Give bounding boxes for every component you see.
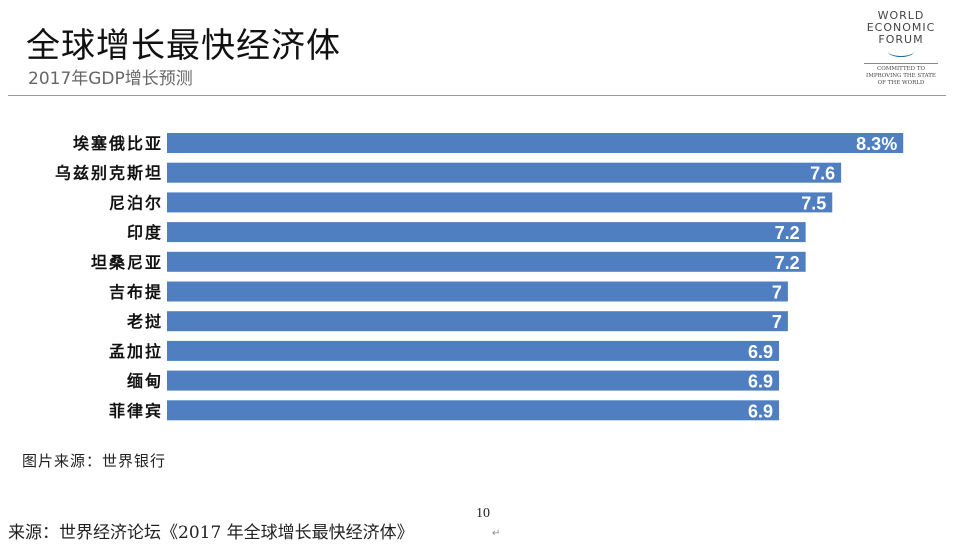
data-label: 7.2 (775, 223, 800, 243)
tagline-line: IMPROVING THE STATE (866, 73, 936, 79)
bar-3 (167, 222, 806, 243)
page-title: 全球增长最快经济体 (26, 26, 341, 66)
data-label: 7.2 (775, 253, 800, 273)
header-divider (8, 95, 946, 96)
bar-1 (167, 162, 842, 183)
data-label: 6.9 (748, 342, 773, 362)
category-label: 尼泊尔 (109, 193, 163, 212)
data-label: 6.9 (748, 372, 773, 392)
bar-6 (167, 311, 788, 332)
logo-line: ECONOMIC (866, 21, 936, 34)
logo-line: FORUM (878, 33, 924, 46)
logo-arc-icon (888, 46, 914, 57)
bar-2 (167, 192, 833, 213)
category-label: 缅甸 (127, 372, 163, 391)
category-label: 乌兹别克斯坦 (55, 164, 163, 183)
category-label: 菲律宾 (109, 401, 163, 420)
page-number: 10 (476, 506, 490, 521)
logo-tagline: COMMITTED TO IMPROVING THE STATE OF THE … (860, 66, 942, 87)
data-label: 7.6 (810, 164, 835, 184)
category-label: 埃塞俄比亚 (73, 134, 163, 153)
page-subtitle: 2017年GDP增长预测 (28, 69, 193, 89)
logo-name: WORLD ECONOMIC FORUM (860, 10, 942, 46)
data-label: 6.9 (748, 401, 773, 421)
tagline-line: OF THE WORLD (877, 80, 925, 86)
data-label: 7 (772, 283, 782, 303)
category-label: 印度 (127, 223, 163, 242)
bar-7 (167, 340, 780, 361)
category-label: 老挝 (126, 312, 163, 331)
data-label: 7 (772, 312, 782, 332)
bar-4 (167, 251, 806, 272)
bar-8 (167, 370, 780, 391)
wef-logo: WORLD ECONOMIC FORUM COMMITTED TO IMPROV… (860, 10, 942, 87)
logo-line: WORLD (877, 9, 925, 22)
logo-divider (864, 63, 938, 64)
category-label: 吉布提 (109, 283, 163, 302)
image-source: 图片来源：世界银行 (22, 452, 167, 470)
bar-9 (167, 400, 780, 421)
document-source: 来源：世界经济论坛《2017 年全球增长最快经济体》 (8, 523, 414, 543)
return-mark: ↵ (492, 528, 501, 539)
category-label: 坦桑尼亚 (91, 253, 163, 272)
tagline-line: COMMITTED TO (877, 66, 925, 72)
category-label: 孟加拉 (109, 342, 163, 361)
data-label: 8.3% (856, 134, 897, 154)
bar-5 (167, 281, 788, 302)
bar-0 (167, 133, 904, 153)
data-label: 7.5 (801, 193, 826, 213)
